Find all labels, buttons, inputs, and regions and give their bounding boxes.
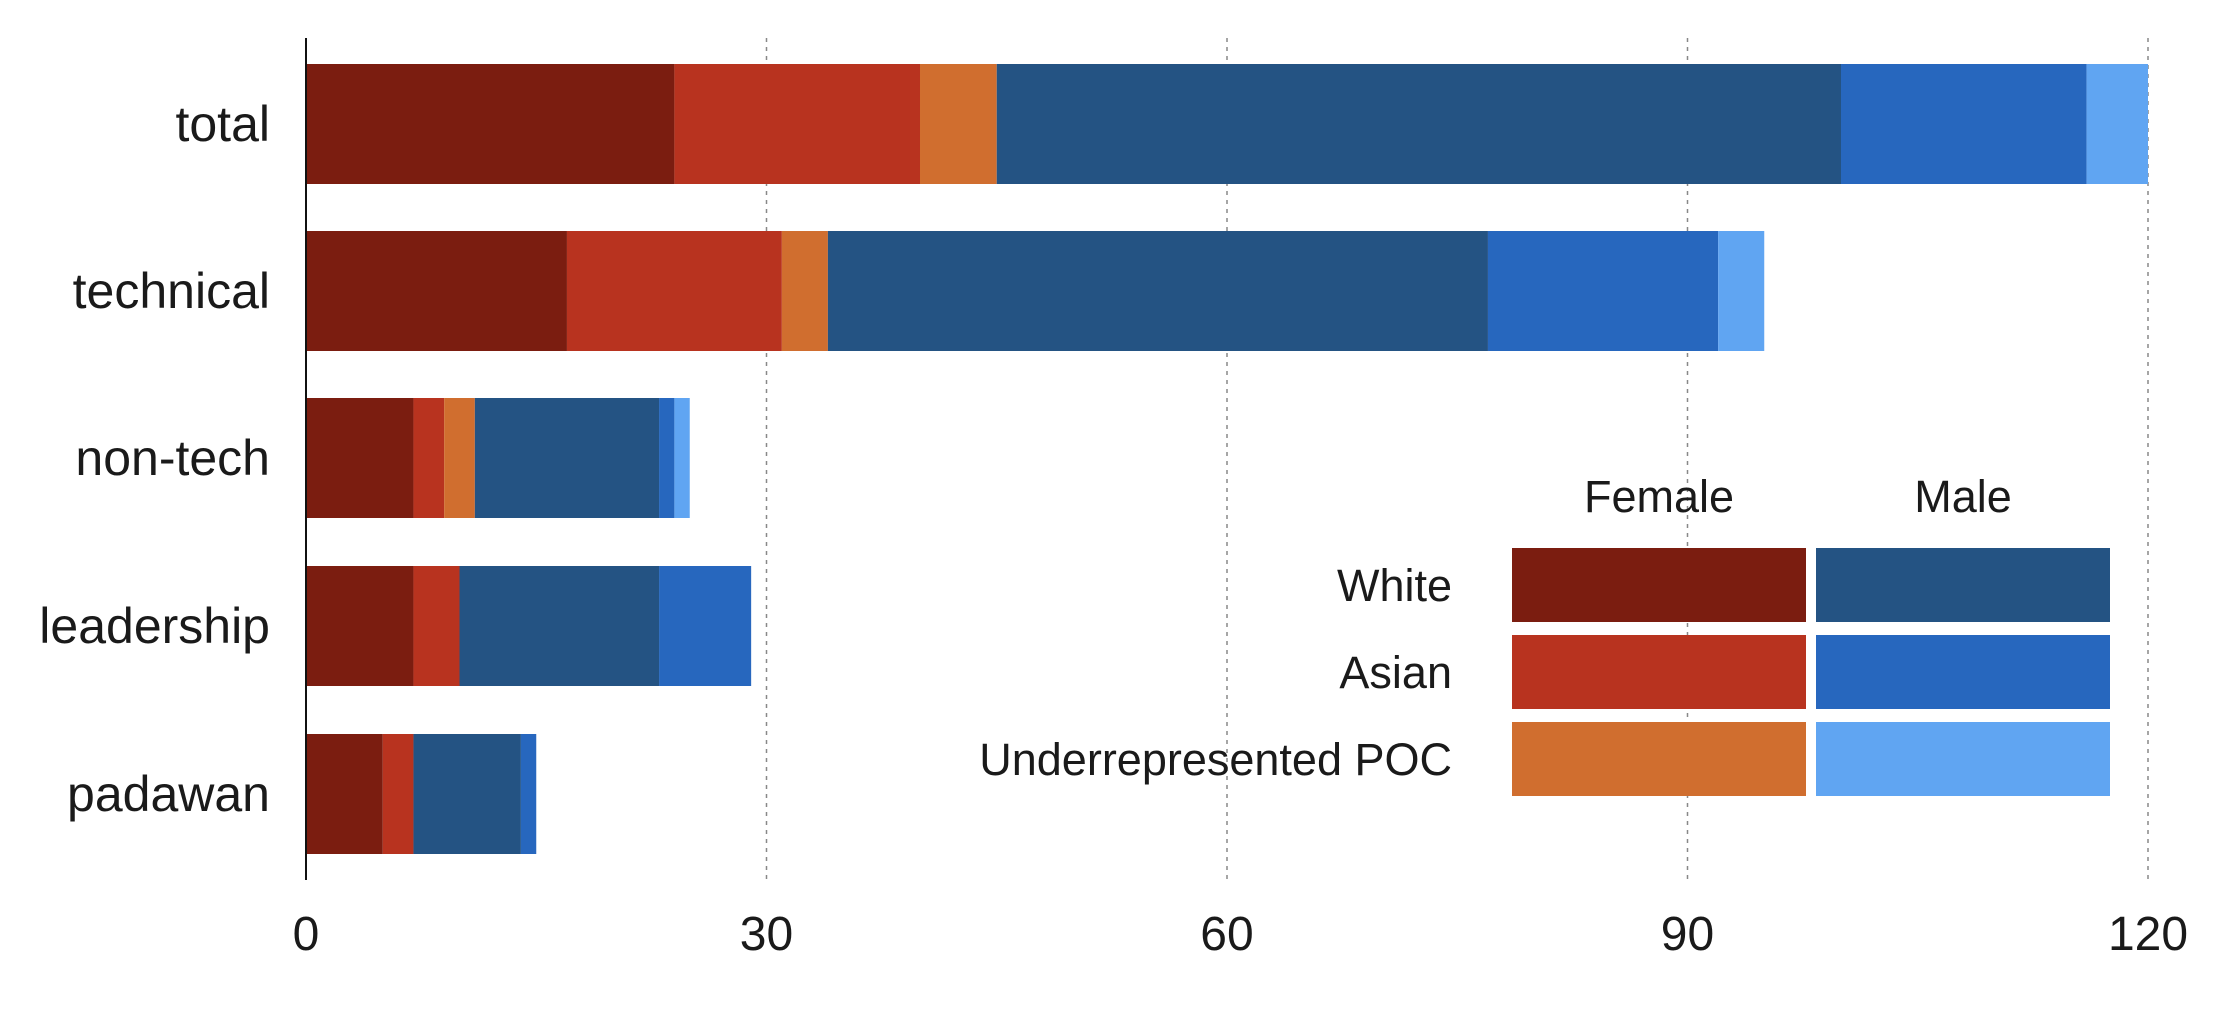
legend-row-label: White (1337, 560, 1452, 611)
category-label: technical (73, 263, 270, 319)
bar-total-female-asian (674, 64, 920, 184)
legend-swatch-female-white (1512, 548, 1806, 622)
bar-leadership-female-asian (413, 566, 460, 686)
legend-swatch-male-asian (1816, 635, 2110, 709)
legend-swatch-male-white (1816, 548, 2110, 622)
bar-padawan-male-asian (520, 734, 537, 854)
bar-technical-male-white (827, 231, 1488, 351)
bar-non-tech-male-white (474, 398, 660, 518)
legend-swatch-male-underrepresented-poc (1816, 722, 2110, 796)
bar-leadership-male-asian (659, 566, 752, 686)
bar-technical-female-white (306, 231, 567, 351)
bar-technical-male-underrepresented-poc (1718, 231, 1765, 351)
bar-total-male-underrepresented-poc (2086, 64, 2148, 184)
bar-total-male-white (996, 64, 1841, 184)
legend: Female Male White Asian Underrepresented POC (979, 471, 2110, 796)
bar-total-female-white (306, 64, 675, 184)
bar-non-tech-female-asian (413, 398, 445, 518)
x-tick-label: 120 (2108, 908, 2188, 961)
x-tick-label: 0 (293, 908, 320, 961)
bar-technical-male-asian (1487, 231, 1719, 351)
legend-swatch-female-asian (1512, 635, 1806, 709)
bars (306, 64, 2148, 854)
category-label: padawan (67, 766, 270, 822)
axes: 0 30 60 90 120 total technical non-tech leadersh… (39, 38, 2188, 961)
legend-row-label: Asian (1339, 647, 1452, 698)
bar-non-tech-female-underrepresented-poc (444, 398, 475, 518)
bar-total-female-underrepresented-poc (920, 64, 997, 184)
bar-technical-female-underrepresented-poc (781, 231, 828, 351)
x-tick-label: 90 (1661, 908, 1714, 961)
x-tick-label: 30 (740, 908, 793, 961)
bar-non-tech-female-white (306, 398, 414, 518)
x-tick-label: 60 (1200, 908, 1253, 961)
bar-leadership-male-white (459, 566, 660, 686)
legend-column-header: Female (1584, 471, 1734, 522)
bar-leadership-female-white (306, 566, 414, 686)
legend-swatch-female-underrepresented-poc (1512, 722, 1806, 796)
legend-row-label: Underrepresented POC (979, 734, 1452, 785)
bar-non-tech-male-underrepresented-poc (674, 398, 690, 518)
bar-padawan-female-asian (382, 734, 414, 854)
bar-non-tech-male-asian (659, 398, 675, 518)
category-label: total (175, 96, 270, 152)
bar-technical-female-asian (566, 231, 782, 351)
category-label: non-tech (75, 430, 270, 486)
bar-total-male-asian (1841, 64, 2087, 184)
bar-padawan-female-white (306, 734, 383, 854)
category-label: leadership (39, 598, 270, 654)
bar-padawan-male-white (413, 734, 521, 854)
legend-column-header: Male (1914, 471, 2012, 522)
